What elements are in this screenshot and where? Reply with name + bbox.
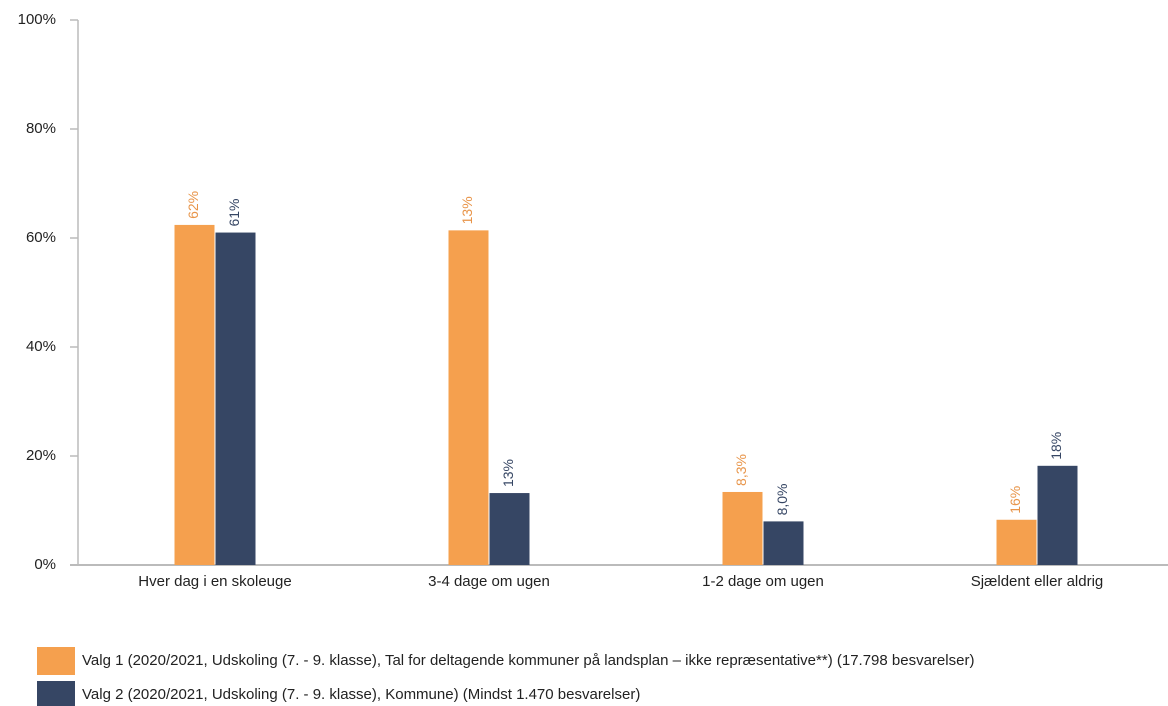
y-tick-label: 80% — [26, 120, 56, 137]
bar — [722, 491, 763, 565]
bar — [763, 521, 804, 565]
y-tick-label: 40% — [26, 338, 56, 355]
bar — [448, 230, 489, 565]
x-tick-label: Sjældent eller aldrig — [971, 573, 1104, 590]
legend-swatch — [37, 681, 75, 706]
bar — [489, 493, 530, 565]
legend-swatch — [37, 647, 75, 675]
legend-label: Valg 2 (2020/2021, Udskoling (7. - 9. kl… — [82, 686, 640, 703]
x-tick-label: 3-4 dage om ugen — [428, 573, 550, 590]
y-tick-label: 100% — [18, 11, 56, 28]
bar — [174, 224, 215, 566]
y-tick-label: 20% — [26, 447, 56, 464]
value-label: 8,3% — [733, 454, 749, 486]
value-label: 13% — [500, 459, 516, 487]
value-label: 61% — [226, 199, 242, 227]
value-label: 62% — [185, 191, 201, 219]
bar — [215, 232, 256, 566]
value-label: 18% — [1048, 432, 1064, 460]
bar — [1037, 465, 1078, 565]
value-label: 13% — [459, 196, 475, 224]
y-tick-label: 0% — [34, 556, 56, 573]
bar — [996, 519, 1037, 565]
value-label: 8,0% — [774, 483, 790, 515]
x-tick-label: Hver dag i en skoleuge — [138, 573, 291, 590]
x-tick-label: 1-2 dage om ugen — [702, 573, 824, 590]
y-tick-label: 60% — [26, 229, 56, 246]
legend-label: Valg 1 (2020/2021, Udskoling (7. - 9. kl… — [82, 652, 974, 669]
value-label: 16% — [1007, 486, 1023, 514]
